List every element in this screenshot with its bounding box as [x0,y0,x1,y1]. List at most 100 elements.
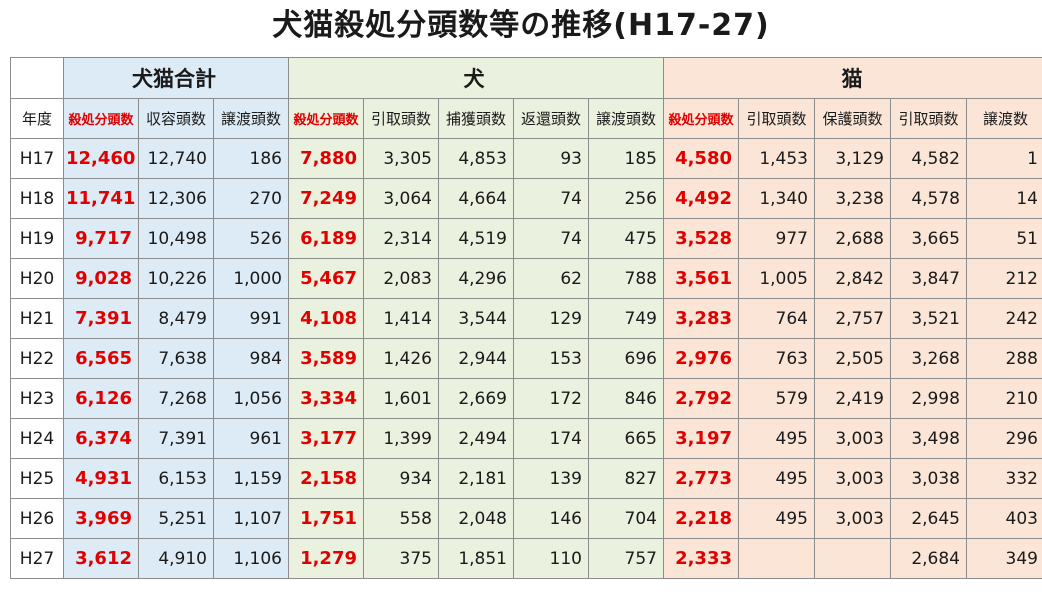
column-header: 引取頭数 [363,98,439,139]
group-header-row: 犬猫合計 犬 猫 [10,57,1042,99]
table-cell: 185 [588,138,664,179]
table-cell: 4,931 [63,458,139,499]
column-header: 引取頭数 [738,98,815,139]
table-cell: 2,218 [663,498,739,539]
table-cell: 1,414 [363,298,439,339]
table-row: H20 9,028 10,226 1,000 5,467 2,083 4,296 62 788 3… [10,258,1042,299]
table-row: H22 6,565 7,638 984 3,589 1,426 2,944 153 696 2,9… [10,338,1042,379]
table-cell: 153 [513,338,589,379]
year-cell: H26 [10,498,64,539]
table-cell: 3,528 [663,218,739,259]
table-cell: 984 [213,338,289,379]
table-cell: 3,129 [814,138,891,179]
table-cell: 2,998 [890,378,967,419]
table-cell: 1,751 [288,498,364,539]
table-cell: 2,669 [438,378,514,419]
table-row: H24 6,374 7,391 961 3,177 1,399 2,494 174 665 3,1… [10,418,1042,459]
table-cell: 6,126 [63,378,139,419]
table-row: H19 9,717 10,498 526 6,189 2,314 4,519 74 475 3,5… [10,218,1042,259]
table-cell: 1,005 [738,258,815,299]
year-cell: H21 [10,298,64,339]
table-cell: 4,492 [663,178,739,219]
table-cell: 3,561 [663,258,739,299]
table-cell: 4,910 [138,538,214,579]
table-cell: 349 [966,538,1042,579]
table-cell: 977 [738,218,815,259]
table-cell: 210 [966,378,1042,419]
table-cell: 4,296 [438,258,514,299]
column-header: 譲渡頭数 [213,98,289,139]
table-cell: 2,333 [663,538,739,579]
table-cell: 3,177 [288,418,364,459]
table-cell: 1,106 [213,538,289,579]
table-cell: 4,853 [438,138,514,179]
table-cell: 1,453 [738,138,815,179]
table-cell: 4,580 [663,138,739,179]
table-cell: 186 [213,138,289,179]
table-cell: 1,340 [738,178,815,219]
table-cell: 1,279 [288,538,364,579]
table-cell: 2,645 [890,498,967,539]
table-cell: 4,578 [890,178,967,219]
table-cell: 172 [513,378,589,419]
table-cell: 6,189 [288,218,364,259]
table-cell: 51 [966,218,1042,259]
table-cell: 9,028 [63,258,139,299]
table-cell: 212 [966,258,1042,299]
table-cell: 2,494 [438,418,514,459]
table-cell: 3,969 [63,498,139,539]
table-cell: 4,108 [288,298,364,339]
table-cell: 991 [213,298,289,339]
table-cell: 495 [738,458,815,499]
table-cell: 403 [966,498,1042,539]
table-cell: 2,944 [438,338,514,379]
table-cell: 129 [513,298,589,339]
table-cell: 1,426 [363,338,439,379]
group-header-dogs: 犬 [288,57,664,99]
table-cell: 526 [213,218,289,259]
column-header: 保護頭数 [814,98,891,139]
table-cell: 4,519 [438,218,514,259]
table-cell: 7,880 [288,138,364,179]
table-cell: 2,773 [663,458,739,499]
table-cell: 495 [738,498,815,539]
table-cell: 3,268 [890,338,967,379]
table-cell: 3,238 [814,178,891,219]
year-cell: H22 [10,338,64,379]
table-cell: 6,153 [138,458,214,499]
table-cell: 14 [966,178,1042,219]
column-header: 捕獲頭数 [438,98,514,139]
table-cell: 3,544 [438,298,514,339]
table-cell: 696 [588,338,664,379]
table-cell: 6,374 [63,418,139,459]
table-cell: 1,056 [213,378,289,419]
table-cell: 12,306 [138,178,214,219]
table-cell: 3,283 [663,298,739,339]
table-cell: 3,003 [814,458,891,499]
table-cell: 495 [738,418,815,459]
table-row: H26 3,969 5,251 1,107 1,751 558 2,048 146 704 2,2… [10,498,1042,539]
table-cell: 2,976 [663,338,739,379]
table-cell: 74 [513,178,589,219]
table-cell: 1,399 [363,418,439,459]
table-cell: 2,757 [814,298,891,339]
table-cell: 93 [513,138,589,179]
table-cell [814,538,891,579]
table-row: H17 12,460 12,740 186 7,880 3,305 4,853 93 185 4,… [10,138,1042,179]
table-cell: 270 [213,178,289,219]
table-cell: 7,391 [63,298,139,339]
table-cell: 288 [966,338,1042,379]
table-cell: 10,226 [138,258,214,299]
table-cell: 6,565 [63,338,139,379]
group-header-dogs-cats-total: 犬猫合計 [63,57,289,99]
table-cell: 1,851 [438,538,514,579]
table-cell: 256 [588,178,664,219]
table-cell: 2,419 [814,378,891,419]
column-header: 収容頭数 [138,98,214,139]
table-cell: 665 [588,418,664,459]
table-cell: 846 [588,378,664,419]
table-cell: 9,717 [63,218,139,259]
column-header-row: 年度 殺処分頭数 収容頭数 譲渡頭数 殺処分頭数 引取頭数 捕獲頭数 返還頭数 … [10,98,1042,139]
table-cell: 3,498 [890,418,967,459]
header-corner-cell [10,57,64,99]
